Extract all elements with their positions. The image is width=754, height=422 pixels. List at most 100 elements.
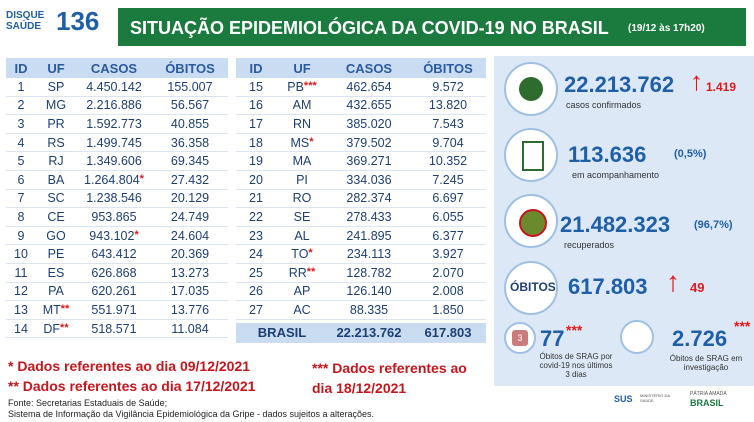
obitos-value: 20.129 [170,191,210,206]
monitoring-value: 113.636 [568,142,647,167]
table-row: 17 RN 385.020 7.543 [236,115,486,134]
cell: AM [276,98,328,112]
recovered-label: recuperados [564,240,615,250]
cell: 369.271 [328,154,410,168]
table-row: 23 AL 241.895 6.377 [236,227,486,246]
recovered-pct: (96,7%) [694,219,733,231]
casos-value: 620.261 [91,284,137,299]
obitos-value: 1.850 [432,302,464,317]
icon-search [620,320,654,354]
icon-calendar: 3 [504,322,536,354]
note-mark: *** [303,79,317,92]
uf-value: AM [292,98,312,113]
obitos-value: 6.055 [432,209,464,224]
srag-investigation-value: 2.726 [672,326,728,351]
uf-value: BA [47,172,65,187]
table-row: 14 DF** 518.571 11.084 [6,320,228,339]
source: Fonte: Secretarias Estaduais de Saúde; [8,398,168,408]
cell: DF** [36,322,76,336]
country: BRASIL [690,398,724,408]
cell: 3 [6,117,36,131]
cell: MG [36,98,76,112]
table-row: 24 TO* 234.113 3.927 [236,245,486,264]
casos-value: 643.412 [91,247,137,262]
cell: RJ [36,154,76,168]
arrow-up: ↑ [690,66,703,96]
table-row: 27 AC 88.335 1.850 [236,301,486,320]
icon-recovered [504,194,558,248]
cell: PB*** [276,80,328,94]
table-row: 13 MT** 551.971 13.776 [6,301,228,320]
uf-value: AL [294,228,310,243]
cell: 15 [236,80,276,94]
cell: 11 [6,266,36,280]
casos-value: 241.895 [346,228,392,243]
source: Sistema de Informação da Vigilância Epid… [8,409,375,419]
cell: 69.345 [152,154,228,168]
obitos-value: 2.008 [432,284,464,299]
cell: 6.697 [410,191,486,205]
cell: 282.374 [328,191,410,205]
cell: 10 [6,247,36,261]
uf-value: RO [292,191,312,206]
cell: SE [276,210,328,224]
cell: PA [36,284,76,298]
casos-value: 385.020 [346,116,392,131]
table-row: 25 RR** 128.782 2.070 [236,264,486,283]
cell: 551.971 [76,303,152,317]
cell: RR** [276,266,328,280]
cell: 241.895 [328,229,410,243]
table-row: 16 AM 432.655 13.820 [236,97,486,116]
id-value: 12 [14,284,28,299]
casos-value: 2.216.886 [86,98,142,113]
cell: 8 [6,210,36,224]
ministry: MINISTÉRIO DA SAÚDE [640,393,670,403]
cell: MS* [276,136,328,150]
obitos-value: 20.369 [170,247,210,262]
note-mark: ** [306,265,316,278]
date: (19/12 às 17h20) [628,23,705,34]
cell: 334.036 [328,173,410,187]
column-header: CASOS [90,60,138,76]
cell: BA [36,173,76,187]
id-value: 7 [17,191,25,206]
cell: 943.102* [76,229,152,243]
table-row: 7 SC 1.238.546 20.129 [6,190,228,209]
cell: PE [36,247,76,261]
cell: 4 [6,136,36,150]
cell: 6 [6,173,36,187]
cell: 5 [6,154,36,168]
cell: 13.273 [152,266,228,280]
casos-value: 126.140 [346,284,392,299]
cell: 17.035 [152,284,228,298]
cell: 2.008 [410,284,486,298]
id-value: 18 [249,135,263,150]
casos-value: 234.113 [346,247,392,262]
total-casos: 22.213.762 [336,325,402,341]
id-value: 11 [14,265,28,280]
id-value: 26 [249,284,263,299]
id-value: 2 [17,98,25,113]
recovered-value: 21.482.323 [560,212,671,237]
cell: ES [36,266,76,280]
uf-value: CE [47,209,65,224]
cell: 278.433 [328,210,410,224]
cell: 24.604 [152,229,228,243]
column-header: UF [293,60,311,76]
obitos-value: 9.704 [432,135,464,150]
uf-value: RJ [48,154,64,169]
cell: MA [276,154,328,168]
cell: 26 [236,284,276,298]
obitos-value: 11.084 [171,321,209,336]
casos-value: 626.868 [91,265,137,280]
uf-value: SP [47,79,65,94]
casos-value: 432.655 [346,98,392,113]
obitos-value: 3.927 [432,247,464,262]
cell: MT** [36,303,76,317]
obitos-value: 17.035 [170,284,210,299]
note-mark: ** [60,321,69,334]
cell: CE [36,210,76,224]
table-row: 22 SE 278.433 6.055 [236,208,486,227]
casos-value: 1.499.745 [86,135,142,150]
cell: 13.820 [410,98,486,112]
